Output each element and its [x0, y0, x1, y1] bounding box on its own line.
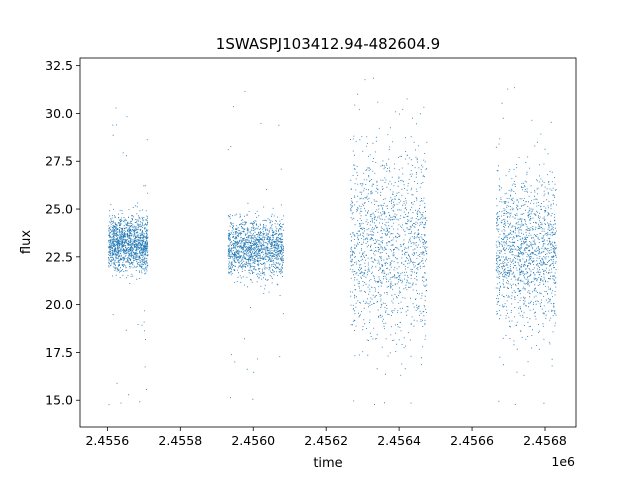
y-tick-label: 17.5 [45, 345, 73, 360]
x-tick-label: 2.4566 [450, 433, 494, 448]
y-tick-label: 22.5 [45, 249, 73, 264]
y-tick-label: 32.5 [45, 58, 73, 73]
y-axis: 15.0 17.5 20.0 22.5 25.0 27.5 30.0 32.5 [45, 58, 80, 408]
x-tick-label: 2.4558 [158, 433, 202, 448]
x-tick-label: 2.4568 [523, 433, 567, 448]
y-tick-label: 20.0 [45, 297, 73, 312]
x-axis-label: time [313, 456, 342, 471]
x-tick-label: 2.4560 [231, 433, 275, 448]
x-offset-label: 1e6 [551, 454, 575, 469]
season-2-points [227, 90, 284, 400]
y-tick-label: 30.0 [45, 106, 73, 121]
x-tick-label: 2.4564 [377, 433, 421, 448]
season-4-points [495, 87, 557, 405]
season-1-points [108, 107, 149, 406]
plot-frame [79, 57, 577, 428]
season-3-points [349, 77, 428, 405]
x-tick-label: 2.4556 [85, 433, 129, 448]
data-points [108, 77, 557, 406]
x-tick-label: 2.4562 [304, 433, 348, 448]
x-axis: 2.4556 2.4558 2.4560 2.4562 2.4564 2.4566 2.45… [85, 427, 567, 448]
y-axis-label: flux [19, 230, 34, 254]
y-tick-label: 27.5 [45, 154, 73, 169]
y-tick-label: 25.0 [45, 202, 73, 217]
y-tick-label: 15.0 [45, 393, 73, 408]
chart-title: 1SWASPJ103412.94-482604.9 [216, 35, 440, 53]
